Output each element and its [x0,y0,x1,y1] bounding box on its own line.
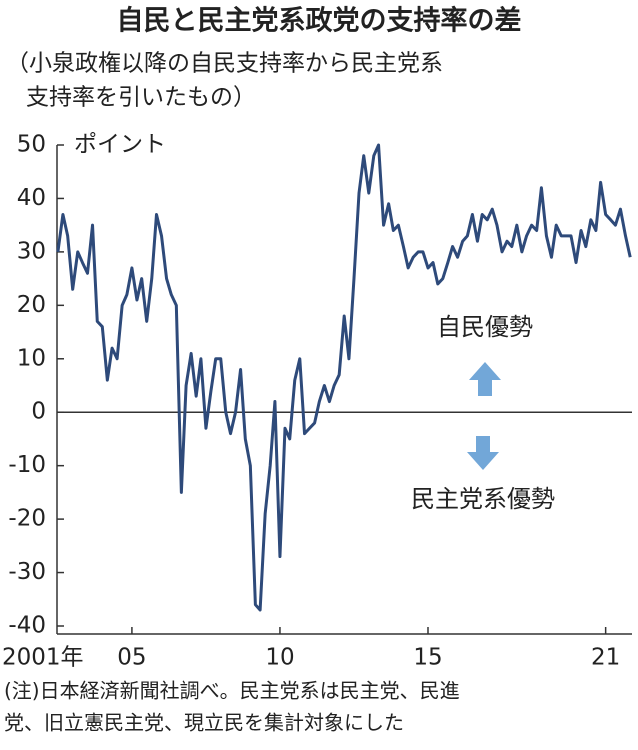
y-axis-label: ポイント [74,132,166,158]
y-tick-label: 30 [17,238,46,264]
x-tick-label: 05 [117,645,146,671]
note: 党、旧立憲民主党、現立民を集計対象にした [4,711,404,735]
x-tick-label: 21 [591,645,620,671]
y-tick-label: -30 [8,559,46,585]
data-line [56,143,632,612]
chart-title: 自民と民主党系政党の支持率の差 [117,5,522,37]
x-tick-label: 15 [413,645,442,671]
annotation: 自民優勢 [437,313,533,341]
x-tick-label: 10 [265,645,294,671]
y-tick-label: 50 [17,132,46,158]
y-tick-label: -10 [8,452,46,478]
arrow-up [469,362,501,396]
x-tick-label: 2001年 [2,645,84,671]
subtitle: （小泉政権以降の自民支持率から民主党系 [6,51,443,77]
y-tick-label: 10 [17,345,46,371]
y-tick-label: 20 [17,292,46,318]
y-tick-label: -40 [8,613,46,639]
y-tick-label: 0 [31,399,46,425]
y-tick-label: 40 [17,185,46,211]
arrow-down [467,436,499,470]
subtitle: 支持率を引いたもの） [26,85,256,111]
annotation: 民主党系優勢 [411,485,555,513]
note: (注)日本経済新聞社調べ。民主党系は民主党、民進 [4,679,460,703]
y-tick-label: -20 [8,506,46,532]
